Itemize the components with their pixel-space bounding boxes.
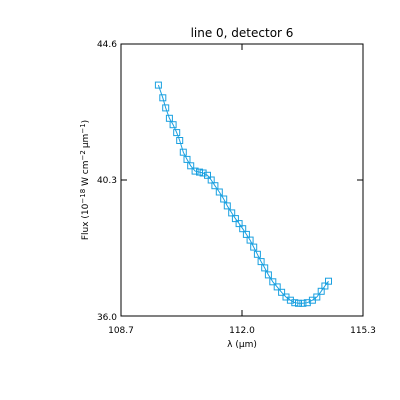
data-point-marker [278, 288, 286, 296]
data-point-marker [291, 299, 299, 307]
data-point-marker [220, 195, 228, 203]
data-point-marker [261, 264, 269, 272]
data-point-marker [317, 287, 325, 295]
data-point-marker [173, 129, 181, 137]
data-point-marker [273, 283, 281, 291]
data-point-marker [325, 277, 332, 285]
x-axis-label: λ (μm) [227, 340, 257, 350]
data-point-marker [257, 258, 265, 266]
data-point-marker [154, 81, 162, 89]
data-point-marker [235, 220, 243, 228]
data-point-marker [187, 162, 195, 170]
data-point-marker [250, 243, 258, 251]
data-point-marker [165, 114, 173, 122]
data-point-marker [211, 182, 219, 190]
series-layer [154, 81, 332, 307]
data-point-marker [228, 209, 236, 217]
data-point-marker [204, 171, 211, 179]
data-point-marker [295, 299, 302, 307]
data-point-marker [176, 137, 184, 144]
data-point-marker [199, 169, 207, 177]
x-tick-label-mid: 112.0 [229, 326, 255, 336]
data-point-marker [162, 104, 170, 112]
data-point-marker [159, 94, 167, 102]
y-tick-label-top: 44.6 [97, 40, 117, 50]
data-point-marker [242, 230, 250, 238]
x-tick-label-start: 108.7 [108, 326, 134, 336]
data-point-marker [169, 121, 177, 129]
data-point-marker [196, 168, 203, 176]
y-axis-label: Flux (10−18 W cm−2μm−1) [79, 120, 91, 240]
data-point-marker [246, 236, 254, 244]
data-point-marker [215, 188, 223, 196]
data-point-marker [231, 215, 239, 223]
data-point-marker [207, 176, 215, 184]
x-tick-label-end: 115.3 [350, 326, 376, 336]
data-point-marker [313, 293, 321, 301]
data-point-marker [253, 250, 261, 258]
data-point-marker [239, 225, 247, 233]
y-tick-label-bottom: 36.0 [97, 313, 117, 323]
data-point-marker [269, 278, 277, 286]
data-point-marker [183, 155, 191, 163]
data-point-marker [191, 167, 199, 175]
y-tick-label-mid: 40.3 [97, 176, 117, 186]
axis-ticks [120, 43, 364, 317]
data-point-marker [223, 202, 231, 210]
chart-title: line 0, detector 6 [191, 26, 294, 40]
data-point-marker [179, 148, 187, 156]
data-point-marker [299, 299, 307, 307]
data-point-marker [264, 271, 272, 279]
data-point-marker [321, 282, 329, 290]
